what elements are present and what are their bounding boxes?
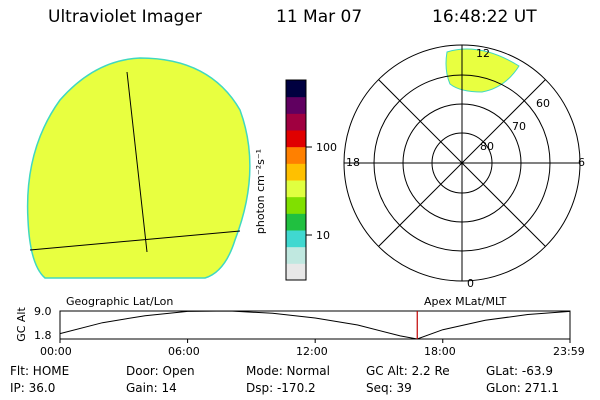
info-gain: Gain: 14 [126,381,177,395]
colorbar-tick-100: 100 [316,141,337,154]
colorbar-cell [286,113,306,131]
track-plot [59,310,571,343]
colorbar-tick-10: 10 [316,229,330,242]
lat-label-70: 70 [512,120,526,133]
image-panel [26,57,251,279]
info-flt: Flt: HOME [10,364,70,378]
colorbar-cell [286,80,306,98]
colorbar-cell [286,246,306,264]
colorbar-cell [286,230,306,248]
instrument-title: Ultraviolet Imager [48,7,202,27]
xtick-12: 12:00 [296,345,328,358]
xtick-18: 18:00 [424,345,456,358]
mlt-label-12: 12 [476,47,490,60]
info-glon: GLon: 271.1 [486,381,559,395]
mlt-label-6: 6 [578,156,585,169]
equator-line [29,230,241,251]
image-blob [26,57,251,279]
colorbar-cell [286,263,306,281]
colorbar-cell [286,213,306,231]
track-ylabel: GC Alt [14,307,28,342]
mlt-label-0: 0 [467,277,474,290]
colorbar [285,79,312,281]
meridian-line [126,71,148,253]
info-dsp: Dsp: -170.2 [246,381,316,395]
mlt-label-18: 18 [346,156,360,169]
apex-label: Apex MLat/MLT [424,295,507,308]
ytick-9: 9.0 [34,305,52,318]
track-plot-frame [59,310,571,340]
geographic-label: Geographic Lat/Lon [66,295,174,308]
lat-label-80: 80 [480,140,494,153]
info-glat: GLat: -63.9 [486,364,553,378]
info-gc-alt: GC Alt: 2.2 Re [366,364,450,378]
xtick-0: 00:00 [40,345,72,358]
colorbar-cell [286,146,306,164]
altitude-series-line [59,310,571,340]
time-label: 16:48:22 UT [432,7,537,27]
info-seq: Seq: 39 [366,381,412,395]
info-ip: IP: 36.0 [10,381,56,395]
ytick-1-8: 1.8 [34,329,52,342]
colorbar-cell [286,163,306,181]
colorbar-cell [286,130,306,148]
xtick-6: 06:00 [168,345,200,358]
colorbar-cell [286,96,306,114]
lat-label-60: 60 [536,97,550,110]
colorbar-label: photon cm⁻²s⁻¹ [254,148,268,235]
xtick-24: 23:59 [553,345,585,358]
colorbar-cell [286,196,306,214]
info-door: Door: Open [126,364,195,378]
info-mode: Mode: Normal [246,364,330,378]
date-label: 11 Mar 07 [276,7,363,27]
colorbar-cell [286,180,306,198]
polar-plot [343,44,581,282]
